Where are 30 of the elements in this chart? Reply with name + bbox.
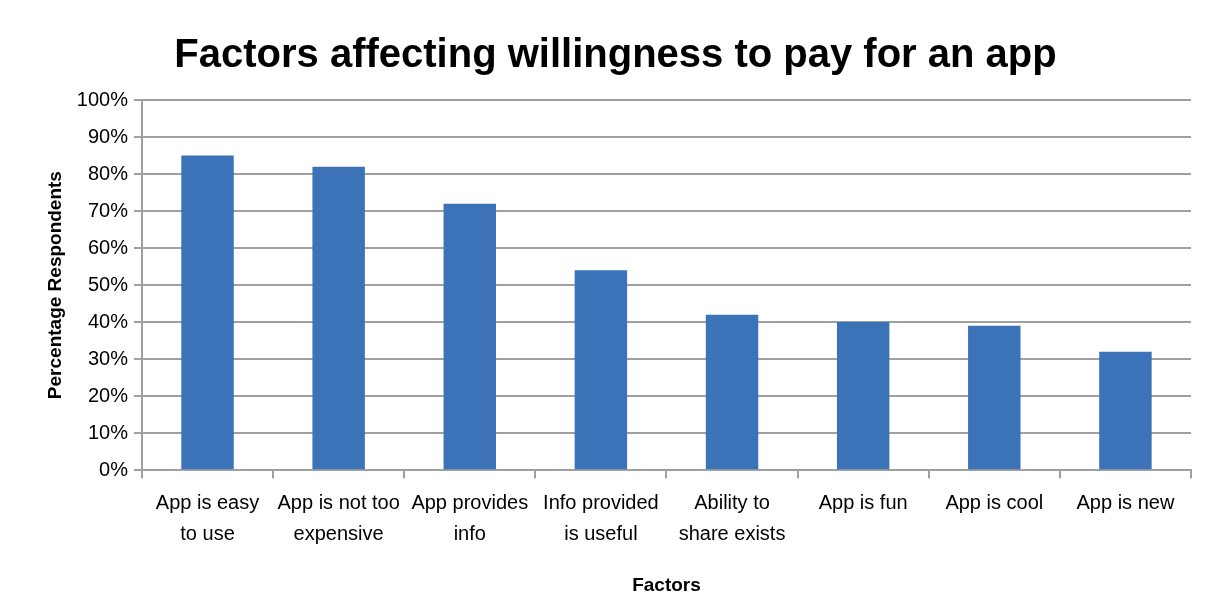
y-tick-label: 30%	[87, 346, 129, 369]
y-tick-label: 90%	[87, 124, 129, 147]
x-tick-label: App provides info	[411, 491, 529, 545]
x-tick-label: Ability to share exists	[678, 491, 786, 545]
x-axis-title: Factors	[632, 573, 701, 595]
bar	[836, 322, 890, 470]
bar	[574, 270, 628, 470]
y-tick-label: 60%	[87, 235, 129, 258]
y-tick-label: 80%	[87, 161, 129, 184]
y-tick-label: 100%	[76, 87, 129, 110]
x-tick-label: Info provided is useful	[543, 491, 659, 545]
chart-title: Factors affecting willingness to pay for an app	[174, 31, 1057, 76]
y-tick-label: 0%	[99, 457, 129, 480]
y-tick-label: 20%	[87, 383, 129, 406]
x-tick-label: App is new	[1076, 491, 1175, 514]
bar	[443, 203, 497, 470]
y-tick-label: 40%	[87, 309, 129, 332]
bar	[1099, 351, 1152, 470]
y-tick-label: 50%	[87, 272, 129, 295]
bar	[181, 155, 234, 470]
bar	[312, 166, 365, 470]
bar	[968, 325, 1021, 470]
x-tick-label: App is not too expensive	[277, 491, 400, 545]
x-tick-label: App is easy to use	[155, 491, 260, 545]
bar	[705, 314, 759, 470]
y-tick-label: 70%	[87, 198, 129, 221]
x-tick-label: App is fun	[818, 491, 908, 514]
y-tick-label: 10%	[87, 420, 129, 443]
x-tick-label: App is cool	[945, 491, 1044, 514]
y-axis-title: Percentage Respondents	[43, 171, 65, 400]
